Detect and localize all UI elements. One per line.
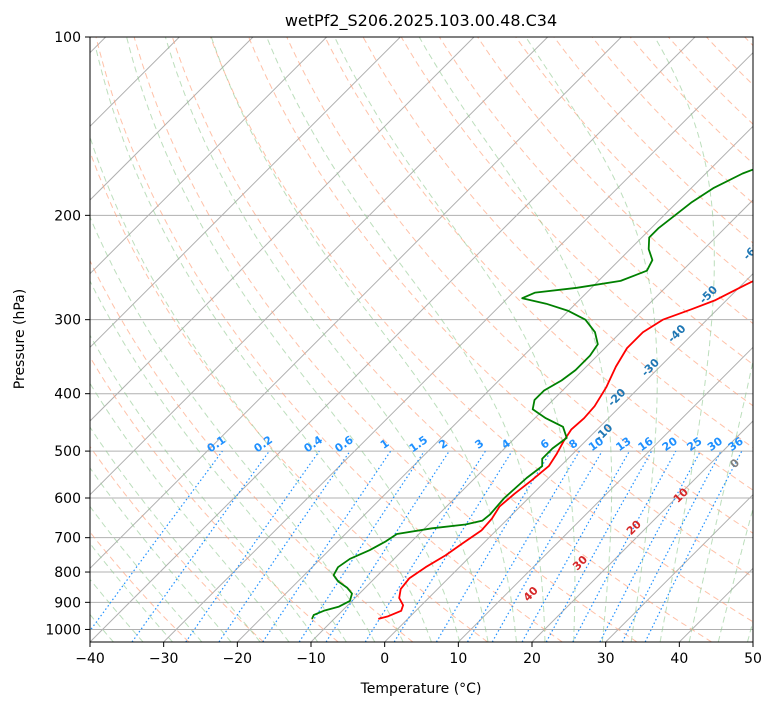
mixing-ratio-line xyxy=(325,450,450,642)
dry-adiabat xyxy=(553,37,753,244)
x-tick-label: 10 xyxy=(449,651,467,667)
temperature-profile xyxy=(378,280,753,620)
dry-adiabat xyxy=(133,37,638,642)
mixing-ratio-line xyxy=(185,450,320,642)
mixing-ratio-line xyxy=(521,450,631,642)
mixing-ratio-line xyxy=(572,450,677,642)
isotherm-line xyxy=(90,37,254,201)
background-lines xyxy=(90,37,753,642)
plot-background xyxy=(90,37,753,642)
moist-adiabat xyxy=(90,215,376,642)
isotherm-line xyxy=(384,272,753,642)
moist-adiabat xyxy=(126,37,461,642)
moist-adiabat xyxy=(90,426,261,642)
dry-adiabat xyxy=(90,445,264,642)
y-tick-label: 800 xyxy=(54,565,81,581)
x-tick-label: 50 xyxy=(744,651,762,667)
mixing-ratio-line xyxy=(262,450,392,642)
dry-adiabat xyxy=(210,37,753,623)
x-tick-label: −30 xyxy=(149,651,179,667)
dry-adiabat xyxy=(324,37,753,491)
y-axis-label: Pressure (hPa) xyxy=(12,289,28,389)
x-tick-label: 0 xyxy=(380,651,389,667)
x-tick-label: 40 xyxy=(670,651,688,667)
y-tick-label: 200 xyxy=(54,208,81,224)
isotherm-line xyxy=(90,37,328,275)
moist-adiabat xyxy=(654,37,715,642)
isotherm-line xyxy=(531,420,753,642)
moist-adiabat xyxy=(90,135,404,642)
moist-adiabat xyxy=(90,467,232,642)
y-tick-label: 700 xyxy=(54,531,81,547)
mixing-ratio-line xyxy=(218,450,351,642)
x-tick-label: 30 xyxy=(597,651,615,667)
axis-ticks: −40 −30 −20 −10 0 10 20 30 40 50 100 200 300 400 500 60… xyxy=(45,30,762,667)
moist-adiabat xyxy=(334,37,576,642)
isotherm-line xyxy=(90,37,401,349)
moist-adiabat xyxy=(95,49,432,642)
y-tick-label: 900 xyxy=(54,595,81,611)
y-tick-label: 100 xyxy=(54,30,81,46)
moist-adiabat xyxy=(266,37,546,642)
moist-adiabat xyxy=(717,506,753,642)
moist-adiabat xyxy=(164,37,489,642)
y-tick-label: 400 xyxy=(54,387,81,403)
moist-adiabat xyxy=(90,382,290,642)
isotherm-line xyxy=(90,37,549,496)
isotherm-line xyxy=(163,51,753,642)
x-axis-label: Temperature (°C) xyxy=(360,681,482,697)
y-tick-label: 600 xyxy=(54,491,81,507)
x-tick-label: −40 xyxy=(75,651,105,667)
y-tick-label: 500 xyxy=(54,444,81,460)
isotherm-line xyxy=(236,125,753,642)
profiles xyxy=(311,168,753,620)
chart-title: wetPf2_S206.2025.103.00.48.C34 xyxy=(285,11,557,31)
moist-adiabat xyxy=(418,37,613,642)
mixing-ratio-line xyxy=(298,450,425,642)
moist-adiabat xyxy=(90,334,319,642)
x-tick-label: −20 xyxy=(223,651,253,667)
x-tick-label: 20 xyxy=(523,651,541,667)
moist-adiabat xyxy=(525,37,658,642)
dry-adiabat xyxy=(90,259,414,642)
mixing-ratio-line xyxy=(393,450,513,642)
y-tick-label: 1000 xyxy=(45,622,81,638)
dry-adiabat xyxy=(629,37,753,165)
x-tick-label: −10 xyxy=(296,651,326,667)
isotherm-line xyxy=(605,493,753,642)
plot-frame xyxy=(89,36,754,643)
dry-adiabat xyxy=(362,37,753,449)
moist-adiabat xyxy=(90,279,347,642)
dewpoint-profile xyxy=(311,168,753,620)
isotherm-line xyxy=(457,346,753,642)
dry-adiabat xyxy=(400,37,753,407)
moist-adiabat xyxy=(688,358,753,642)
dry-adiabat xyxy=(438,37,753,366)
dry-adiabat xyxy=(95,37,563,642)
dry-adiabat xyxy=(248,37,753,578)
y-tick-label: 300 xyxy=(54,313,81,329)
isotherm-line xyxy=(90,37,696,642)
mixing-ratio-line xyxy=(131,450,270,642)
dry-adiabat xyxy=(515,37,753,284)
mixing-ratio-line xyxy=(644,450,743,642)
mixing-ratio-line xyxy=(545,450,653,642)
mixing-ratio-line xyxy=(90,450,223,632)
isotherm-line xyxy=(90,37,475,422)
moist-adiabat xyxy=(210,37,517,642)
